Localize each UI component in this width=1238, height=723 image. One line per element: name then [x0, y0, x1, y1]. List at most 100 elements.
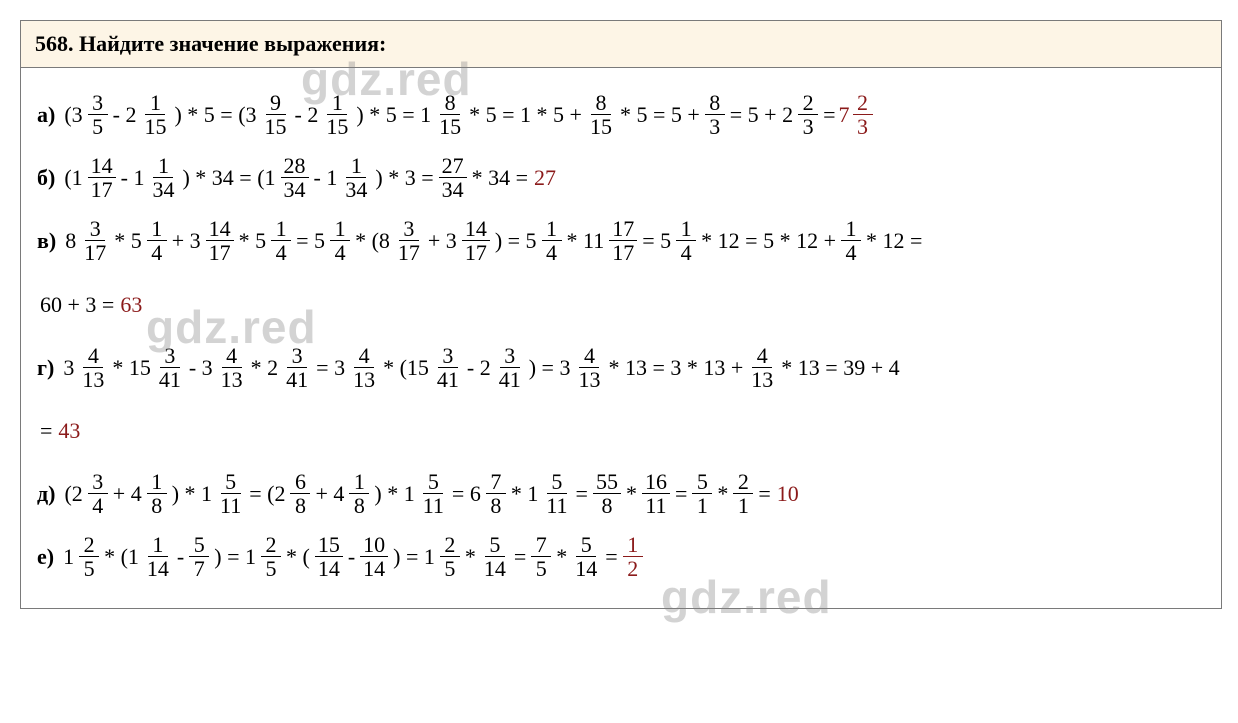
line-a: а) (3 35 - 2 115 ) * 5 = (3 915 - 2 115 …: [37, 86, 1205, 143]
text: * (15: [383, 339, 429, 396]
text: + 3: [428, 212, 457, 269]
text: * 15: [112, 339, 151, 396]
fraction: 57: [189, 533, 209, 580]
text: - 2: [467, 339, 491, 396]
text: = (2: [249, 465, 285, 522]
fraction: 114: [144, 533, 172, 580]
fraction: 14: [676, 217, 696, 264]
text: 60 + 3 =: [40, 276, 114, 333]
text: 3: [63, 339, 74, 396]
text: *: [626, 465, 637, 522]
fraction: 83: [705, 91, 725, 138]
answer-g: 43: [58, 402, 80, 459]
fraction: 35: [88, 91, 108, 138]
answer-e: 12: [623, 533, 643, 580]
text: =: [605, 528, 617, 585]
fraction: 23: [798, 91, 818, 138]
text: * 2: [251, 339, 279, 396]
fraction: 413: [350, 344, 378, 391]
fraction: 1417: [462, 217, 490, 264]
text: * (1: [104, 528, 139, 585]
fraction: 34: [88, 470, 108, 517]
text: (3: [64, 86, 82, 143]
text: - 2: [295, 86, 319, 143]
fraction: 413: [748, 344, 776, 391]
fraction: 413: [575, 344, 603, 391]
text: *: [717, 465, 728, 522]
text: ) = 1: [393, 528, 435, 585]
fraction: 511: [420, 470, 447, 517]
text: - 3: [189, 339, 213, 396]
text: *: [556, 528, 567, 585]
text: 1: [63, 528, 74, 585]
fraction: 18: [349, 470, 369, 517]
text: = 6: [452, 465, 481, 522]
fraction: 1611: [642, 470, 670, 517]
fraction: 78: [486, 470, 506, 517]
fraction: 915: [262, 91, 290, 138]
text: ) * 3 =: [375, 149, 433, 206]
fraction: 413: [218, 344, 246, 391]
text: ) * 1: [374, 465, 414, 522]
text: + 3: [172, 212, 201, 269]
line-d: д) (2 34 + 4 18 ) * 1 511 = (2 68 + 4 18…: [37, 465, 1205, 522]
text: =: [823, 86, 835, 143]
text: * 11: [567, 212, 605, 269]
fraction: 317: [81, 217, 109, 264]
text: - 1: [121, 149, 145, 206]
fraction: 18: [147, 470, 167, 517]
text: * 5 = 5 +: [620, 86, 700, 143]
text: =: [514, 528, 526, 585]
text: * 5: [114, 212, 142, 269]
text: -: [177, 528, 184, 585]
fraction: 25: [79, 533, 99, 580]
fraction: 341: [156, 344, 184, 391]
text: ) * 5 = (3: [174, 86, 256, 143]
fraction: 14: [841, 217, 861, 264]
text: = 5: [296, 212, 325, 269]
answer-d: 10: [777, 465, 799, 522]
fraction: 134: [342, 154, 370, 201]
fraction: 1417: [88, 154, 116, 201]
fraction: 2734: [439, 154, 467, 201]
fraction: 815: [587, 91, 615, 138]
text: * 13 = 39 + 4: [781, 339, 899, 396]
text: * 12 = 5 * 12 +: [701, 212, 836, 269]
fraction: 14: [330, 217, 350, 264]
fraction: 511: [217, 470, 244, 517]
text: =: [675, 465, 687, 522]
answer-v: 63: [120, 276, 142, 333]
label-e: е): [37, 528, 54, 585]
fraction: 25: [440, 533, 460, 580]
fraction: 341: [496, 344, 524, 391]
text: =: [576, 465, 588, 522]
text: (2: [64, 465, 82, 522]
fraction: 514: [481, 533, 509, 580]
text: = 3: [316, 339, 345, 396]
text: * 5 = 1 * 5 +: [469, 86, 582, 143]
text: =: [758, 465, 770, 522]
text: ) = 5: [495, 212, 537, 269]
text: -: [348, 528, 355, 585]
text: * (8: [355, 212, 390, 269]
fraction: 511: [543, 470, 570, 517]
line-g-cont: = 43: [37, 402, 1205, 459]
fraction: 514: [572, 533, 600, 580]
text: * 34 =: [472, 149, 528, 206]
line-g: г) 3 413 * 15 341 - 3 413 * 2 341 = 3 41…: [37, 339, 1205, 396]
line-v: в) 8 317 * 5 14 + 3 1417 * 5 14 = 5 14 *…: [37, 212, 1205, 269]
fraction: 1014: [360, 533, 388, 580]
fraction: 68: [290, 470, 310, 517]
text: - 1: [314, 149, 338, 206]
exercise-box: 568. Найдите значение выражения: gdz.red…: [20, 20, 1222, 609]
header-title: 568. Найдите значение выражения:: [35, 31, 386, 56]
fraction: 1717: [609, 217, 637, 264]
fraction: 134: [149, 154, 177, 201]
text: - 2: [113, 86, 137, 143]
fraction: 14: [271, 217, 291, 264]
fraction: 14: [542, 217, 562, 264]
fraction: 2834: [281, 154, 309, 201]
fraction: 317: [395, 217, 423, 264]
fraction: 815: [436, 91, 464, 138]
text: (1: [64, 149, 82, 206]
